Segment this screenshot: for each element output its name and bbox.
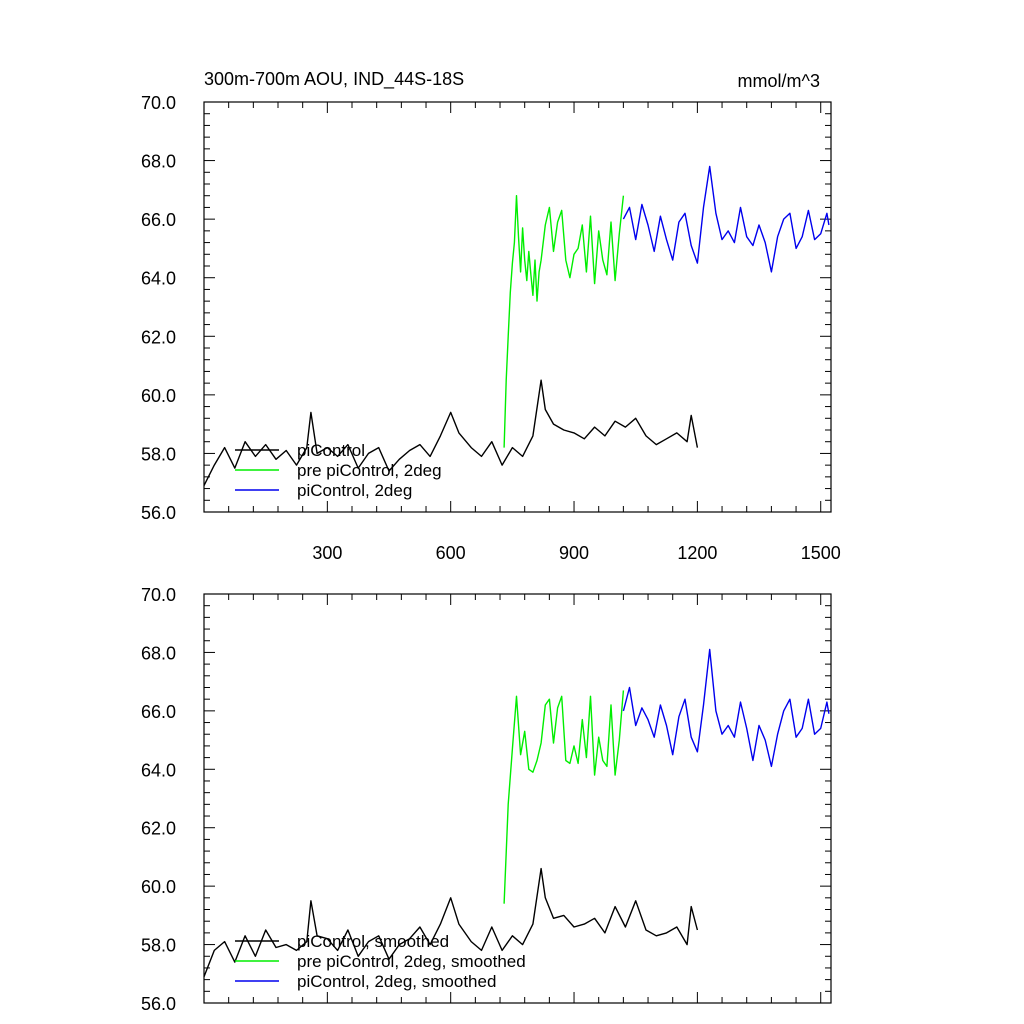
- y-tick-label: 68.0: [141, 152, 176, 172]
- legend-label: piControl, 2deg, smoothed: [297, 972, 496, 991]
- y-tick-label: 56.0: [141, 503, 176, 523]
- x-tick-label: 1500: [801, 543, 841, 563]
- x-tick-label: 600: [436, 543, 466, 563]
- series-line-0: [203, 379, 699, 486]
- y-tick-label: 58.0: [141, 444, 176, 464]
- series-line-0: [203, 867, 699, 977]
- units-label: mmol/m^3: [738, 71, 820, 91]
- series-line-1: [503, 690, 625, 904]
- y-tick-label: 62.0: [141, 819, 176, 839]
- y-tick-label: 56.0: [141, 994, 176, 1014]
- series-line-1: [503, 194, 625, 448]
- y-tick-label: 68.0: [141, 643, 176, 663]
- top-panel: 56.0 58.0 60.0 62.0 64.0 66.0 68.0 70.0 300 600 90…: [141, 93, 841, 563]
- y-tick-label: 64.0: [141, 760, 176, 780]
- legend-label: piControl: [297, 441, 365, 460]
- plot-frame: [203, 593, 832, 1004]
- y-tick-label: 60.0: [141, 386, 176, 406]
- x-tick-label: 900: [559, 543, 589, 563]
- x-tick-label: 300: [312, 543, 342, 563]
- y-tick-label: 70.0: [141, 585, 176, 605]
- series-line-2: [622, 165, 830, 273]
- legend-label: pre piControl, 2deg, smoothed: [297, 952, 526, 971]
- bottom-panel: 56.0 58.0 60.0 62.0 64.0 66.0 68.0 70.0 piContro…: [141, 585, 832, 1014]
- chart-title: 300m-700m AOU, IND_44S-18S: [204, 69, 464, 90]
- y-tick-label: 66.0: [141, 210, 176, 230]
- legend-label: pre piControl, 2deg: [297, 461, 442, 480]
- y-tick-label: 66.0: [141, 702, 176, 722]
- y-tick-label: 62.0: [141, 327, 176, 347]
- x-tick-label: 1200: [677, 543, 717, 563]
- plot-frame: [203, 101, 832, 513]
- legend-label: piControl, smoothed: [297, 932, 449, 951]
- y-tick-label: 70.0: [141, 93, 176, 113]
- y-tick-label: 64.0: [141, 269, 176, 289]
- y-tick-label: 60.0: [141, 877, 176, 897]
- legend-label: piControl, 2deg: [297, 481, 412, 500]
- y-tick-label: 58.0: [141, 936, 176, 956]
- series-line-2: [622, 648, 830, 768]
